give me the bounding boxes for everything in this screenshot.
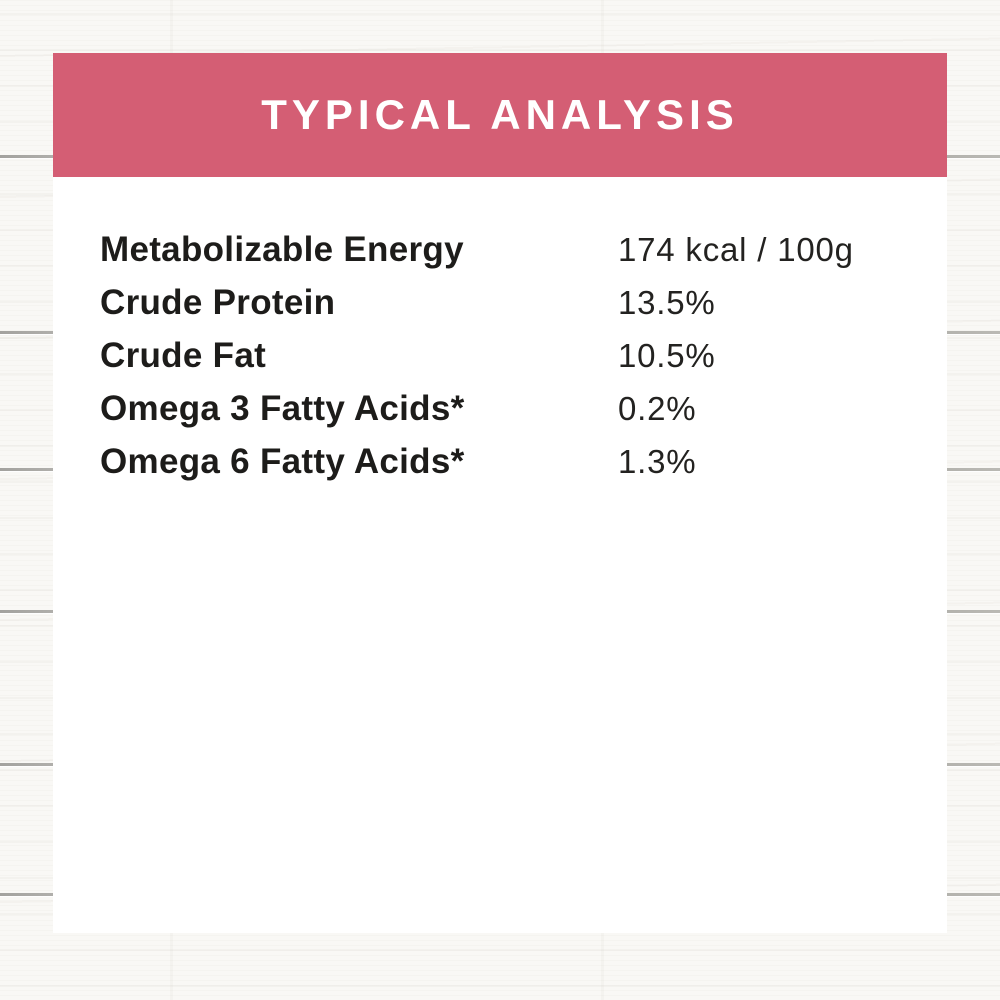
table-row: Metabolizable Energy 174 kcal / 100g	[100, 223, 927, 276]
nutrient-value: 10.5%	[618, 336, 716, 374]
nutrient-label: Omega 6 Fatty Acids*	[100, 441, 465, 481]
nutrient-label: Metabolizable Energy	[100, 229, 464, 269]
nutrient-label: Crude Fat	[100, 335, 267, 375]
nutrient-value: 0.2%	[618, 389, 697, 427]
nutrient-label: Crude Protein	[100, 282, 336, 322]
nutrient-value: 1.3%	[618, 442, 697, 480]
table-row: Crude Protein 13.5%	[100, 276, 927, 329]
table-row: Crude Fat 10.5%	[100, 329, 927, 382]
nutrient-value: 174 kcal / 100g	[618, 230, 854, 268]
table-row: Omega 6 Fatty Acids* 1.3%	[100, 435, 927, 488]
analysis-card: TYPICAL ANALYSIS Metabolizable Energy 17…	[53, 53, 947, 933]
nutrient-value: 13.5%	[618, 283, 716, 321]
analysis-title: TYPICAL ANALYSIS	[261, 91, 739, 138]
analysis-header-banner: TYPICAL ANALYSIS	[53, 53, 947, 177]
nutrient-label: Omega 3 Fatty Acids*	[100, 388, 465, 428]
analysis-table: Metabolizable Energy 174 kcal / 100g Cru…	[53, 177, 947, 488]
table-row: Omega 3 Fatty Acids* 0.2%	[100, 382, 927, 435]
